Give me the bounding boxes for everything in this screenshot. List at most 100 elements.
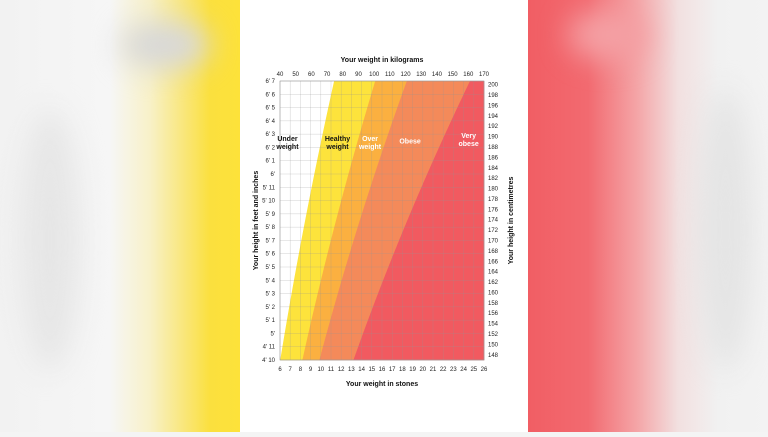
zone-strip (359, 133, 389, 135)
zone-strip (312, 182, 347, 184)
zone-strip (294, 274, 323, 276)
zone-strip (280, 231, 304, 233)
zone-strip (307, 335, 327, 337)
centimetre-tick-label: 154 (488, 322, 499, 328)
zone-strip (372, 308, 485, 310)
zone-strip (334, 81, 376, 83)
zone-strip (338, 292, 379, 294)
zone-strip (469, 82, 485, 84)
stone-tick-label: 21 (430, 367, 437, 373)
zone-strip (280, 210, 308, 212)
zone-strip (388, 265, 485, 267)
centimetre-tick-label: 194 (488, 114, 499, 120)
zone-strip (329, 100, 370, 102)
zone-strip (280, 169, 316, 171)
zone-strip (354, 150, 383, 152)
zone-strip (364, 117, 395, 119)
zone-strip (398, 241, 485, 243)
zone-strip (313, 179, 348, 181)
zone-strip (444, 134, 485, 136)
zone-strip (354, 236, 401, 238)
zone-strip (280, 168, 316, 170)
stone-tick-label: 14 (358, 367, 365, 373)
centimetre-tick-label: 158 (488, 301, 499, 307)
zone-strip (320, 142, 358, 144)
zone-strip (327, 111, 367, 113)
zone-strip (327, 252, 351, 254)
zone-strip (280, 266, 297, 268)
zone-strip (280, 355, 282, 357)
zone-strip (368, 319, 485, 321)
zone-strip (364, 330, 485, 332)
zone-strip (356, 230, 404, 232)
zone-strip (354, 357, 485, 359)
zone-strip (280, 237, 303, 239)
zone-strip (288, 312, 314, 314)
zone-strip (280, 108, 329, 110)
zone-strip (341, 201, 367, 203)
chart-card: Under weight Healthy weight Over weight Obese V… (240, 0, 528, 432)
zone-strip (398, 240, 485, 242)
zone-strip (280, 146, 321, 148)
zone-strip (368, 194, 419, 196)
kilogram-tick-label: 120 (401, 72, 412, 78)
zone-strip (280, 98, 331, 100)
zone-strip (320, 280, 342, 282)
stone-tick-label: 19 (409, 367, 416, 373)
zone-strip (309, 326, 329, 328)
zone-strip (387, 269, 485, 271)
zone-strip (280, 97, 331, 99)
zone-strip (329, 247, 352, 249)
zone-strip (293, 285, 320, 287)
zone-strip (406, 222, 485, 224)
zone-strip (280, 291, 293, 293)
zone-strip (448, 126, 485, 128)
centimetre-tick-label: 152 (488, 332, 499, 338)
zone-strip (298, 256, 328, 258)
zone-strip (309, 196, 343, 198)
feet-inches-tick-label: 6' 1 (266, 159, 276, 165)
zone-strip (411, 210, 485, 212)
kilogram-tick-label: 140 (432, 72, 443, 78)
zone-strip (302, 233, 333, 235)
zone-strip (280, 141, 322, 143)
zone-strip (280, 166, 317, 168)
zone-strip (280, 127, 325, 129)
centimetre-tick-label: 188 (488, 145, 499, 151)
zone-strip (280, 112, 328, 114)
zone-strip (360, 340, 485, 342)
zone-strip (283, 337, 308, 339)
zone-strip (378, 163, 433, 165)
zone-strip (395, 248, 485, 250)
zone-strip (358, 345, 485, 347)
zone-strip (317, 295, 338, 297)
zone-strip (330, 242, 354, 244)
zone-strip (299, 248, 330, 250)
zone-strip (337, 295, 378, 297)
zone-strip (343, 193, 369, 195)
zone-strip (280, 341, 284, 343)
zone-strip (280, 122, 326, 124)
zone-strip (315, 170, 350, 172)
zone-strip (376, 296, 485, 298)
zone-strip (331, 316, 370, 318)
zone-strip (287, 318, 313, 320)
zone-strip (280, 269, 297, 271)
zone-strip (309, 330, 328, 332)
zone-strip (289, 307, 315, 309)
zone-strip (323, 127, 362, 129)
zone-strip (385, 141, 442, 143)
zone-strip (280, 130, 324, 132)
zone-strip (365, 327, 485, 329)
zone-strip (377, 164, 432, 166)
zone-strip (306, 212, 339, 214)
zone-strip (352, 245, 398, 247)
zone-strip (365, 113, 396, 115)
zone-strip (280, 255, 299, 257)
zone-strip (340, 204, 366, 206)
zone-strip (302, 234, 333, 236)
zone-strip (280, 330, 286, 332)
zone-strip (419, 190, 485, 192)
zone-strip (443, 137, 485, 139)
stone-tick-label: 23 (450, 367, 457, 373)
